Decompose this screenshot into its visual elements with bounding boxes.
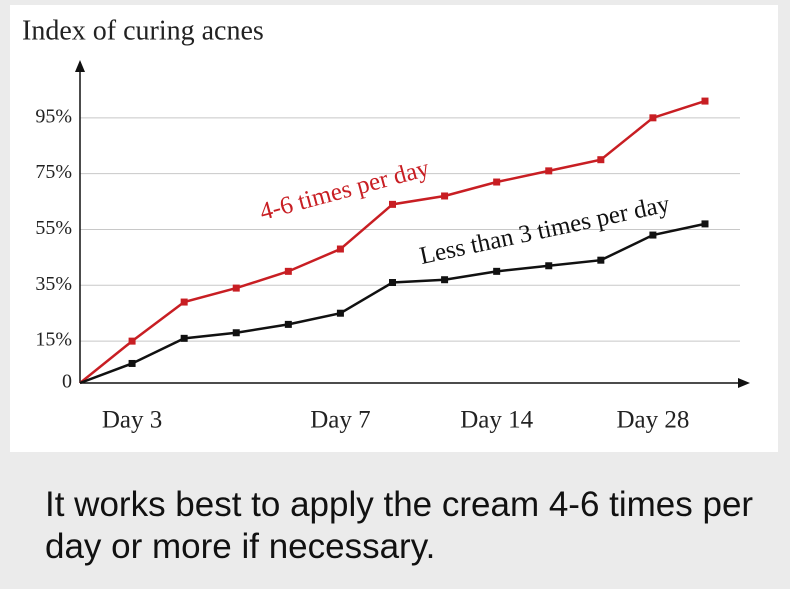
point-marker — [232, 284, 240, 292]
point-marker — [597, 256, 605, 264]
point-marker — [232, 329, 240, 337]
x-tick-label: Day 28 — [616, 407, 689, 434]
point-marker — [128, 359, 136, 367]
y-tick-label: 55% — [35, 217, 72, 239]
point-marker — [649, 231, 657, 239]
x-tick-label: Day 14 — [460, 407, 533, 434]
y-tick-label: 75% — [35, 161, 72, 183]
x-axis-arrow — [738, 378, 750, 388]
point-marker — [336, 309, 344, 317]
point-marker — [597, 156, 605, 164]
y-tick-label: 15% — [35, 329, 72, 351]
point-marker — [701, 220, 709, 228]
x-tick-label: Day 3 — [102, 407, 162, 434]
point-marker — [701, 97, 709, 105]
point-marker — [389, 200, 396, 208]
point-marker — [180, 298, 188, 306]
point-marker — [336, 245, 344, 253]
x-tick-label: Day 7 — [310, 407, 370, 434]
point-marker — [545, 167, 553, 175]
point-marker — [284, 320, 292, 328]
y-axis-arrow — [75, 60, 85, 72]
point-marker — [649, 114, 657, 122]
point-marker — [545, 262, 553, 270]
point-marker — [128, 337, 136, 345]
point-marker — [493, 267, 501, 275]
point-marker — [441, 276, 449, 284]
chart-background — [10, 5, 778, 452]
y-tick-label: 0 — [62, 371, 72, 393]
point-marker — [389, 279, 396, 287]
y-tick-label: 35% — [35, 273, 72, 295]
y-tick-label: 95% — [35, 105, 72, 127]
point-marker — [284, 267, 292, 275]
point-marker — [441, 192, 449, 200]
point-marker — [493, 178, 501, 186]
chart-title: Index of curing acnes — [22, 15, 264, 46]
caption: It works best to apply the cream 4-6 tim… — [45, 485, 754, 566]
point-marker — [180, 334, 188, 342]
